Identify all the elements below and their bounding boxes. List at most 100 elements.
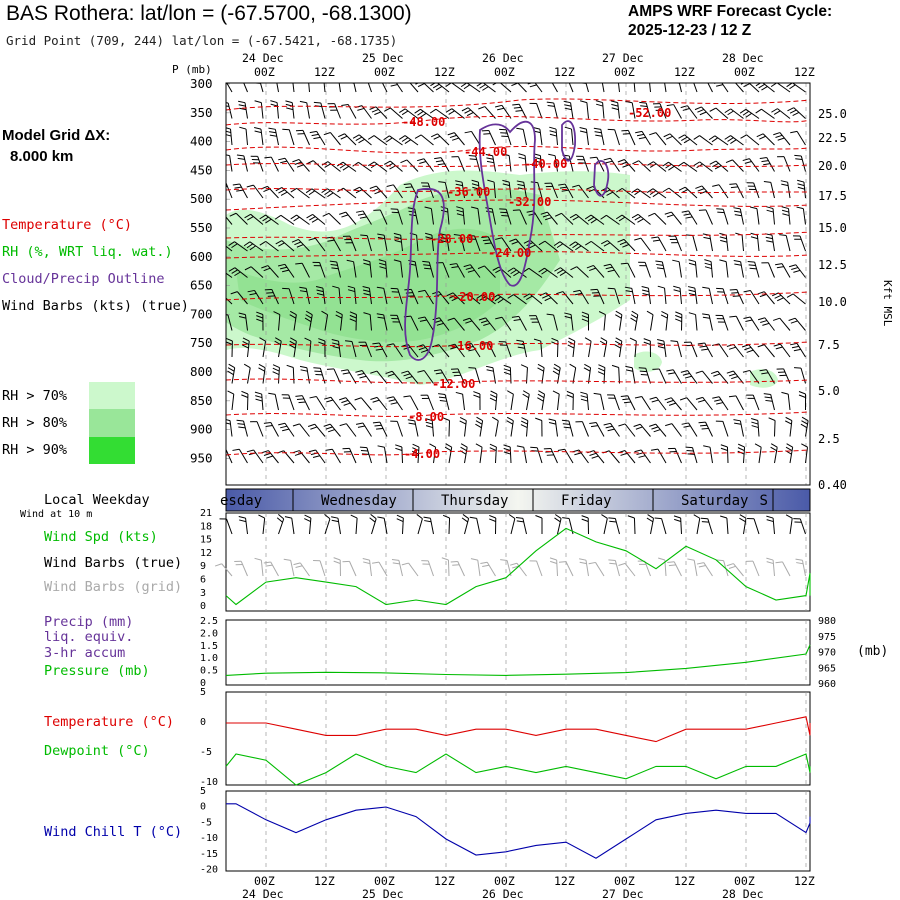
wind-barb-flag (548, 422, 557, 425)
surface-barb-true-flag (720, 515, 728, 519)
top-hour-label: 00Z (614, 65, 635, 79)
wind-barb-flag (557, 448, 565, 452)
wind-barb-flag (574, 292, 583, 296)
surface-barb-grid-flag (391, 558, 399, 561)
wind-barb-flag (325, 448, 333, 451)
wind-barb (709, 447, 713, 464)
wind-barb-flag (226, 102, 229, 104)
liq-legend: liq. equiv. (44, 629, 134, 645)
wind-barb-flag (374, 190, 382, 195)
wind-barb-flag (425, 421, 433, 425)
wind-barb (687, 370, 698, 384)
wind-barb-flag (434, 157, 442, 160)
wind-barb-flag (800, 423, 808, 429)
kft-tick-label: 22.5 (818, 131, 847, 145)
wind-barb-flag (404, 139, 412, 144)
wind-barb-flag (678, 186, 686, 191)
wind-barb-flag (341, 214, 349, 218)
wind-tick-label: 3 (200, 588, 206, 599)
wind-barb-flag (213, 241, 219, 245)
wind-barb-flag (683, 425, 691, 428)
wind-barb-flag (342, 372, 350, 375)
surface-barb-true-flag (673, 515, 681, 519)
wind-barb-flag (290, 214, 297, 220)
wind-barb-flag (794, 154, 802, 157)
wind-barb-flag (606, 191, 613, 196)
wind-barb-flag (553, 241, 561, 247)
wind-barb (464, 420, 467, 437)
wind-barb-flag (407, 419, 415, 422)
wind-barb-flag (294, 241, 302, 246)
top-date-label: 27 Dec (602, 51, 644, 65)
wind-barb (686, 397, 698, 411)
wind-barb (688, 422, 698, 437)
wind-barb-flag (282, 428, 290, 432)
wind-barb-flag (673, 285, 681, 289)
wind-barb-flag (759, 157, 767, 160)
wind-barb-flag (304, 337, 312, 342)
wind-barb-flag (465, 320, 473, 324)
wind-barb (730, 108, 744, 119)
wind-barb-flag (340, 369, 348, 372)
wind-barb-flag (323, 132, 331, 136)
wind-barb-flag (727, 137, 734, 142)
wind-barb (466, 83, 481, 93)
wind-barb-flag (652, 239, 660, 242)
wind-barb (281, 240, 295, 252)
top-hour-label: 00Z (374, 65, 395, 79)
wind-barb (679, 288, 682, 305)
wind-barb-flag (625, 365, 633, 369)
surface-barbs (214, 514, 806, 577)
surface-barb-grid (369, 560, 372, 577)
wind-barb-flag (704, 259, 712, 263)
wind-barb-flag (232, 448, 240, 451)
wind-barb (427, 182, 434, 199)
wind-barb (650, 314, 654, 331)
wind-barb (378, 342, 388, 358)
wind-barb (444, 182, 450, 199)
wind-barb (789, 447, 794, 464)
wind-barb-flag (757, 344, 765, 348)
surface-barb-true-flag (469, 516, 477, 519)
wind-barb (762, 133, 775, 146)
wind-barb-flag (702, 316, 710, 319)
wind-barb-flag (479, 84, 486, 89)
wind-barb-flag (471, 183, 479, 187)
wind-barb-flag (719, 259, 727, 263)
wind-barb (702, 370, 713, 384)
surface-barb-true-flag (627, 515, 635, 519)
wind-barb (717, 370, 729, 384)
wind-barb (288, 394, 295, 411)
wind-barb (684, 134, 698, 146)
wind-barb (644, 262, 651, 278)
surface-barb-grid (614, 560, 620, 577)
wind-barb-flag (699, 111, 707, 116)
surface-barb-true-flag (461, 517, 469, 523)
wind-barb-flag (370, 370, 378, 374)
wind-barb-flag (280, 266, 288, 270)
wind-barb (783, 156, 791, 172)
wind-barb-flag (485, 153, 493, 157)
bottom-hour-label: 12Z (554, 874, 575, 888)
wind-barb (559, 241, 574, 252)
wind-barb (345, 423, 357, 437)
surface-barb-true-flag (331, 516, 339, 519)
surface-barb-grid (477, 560, 481, 577)
wind-barb (721, 83, 729, 93)
wind-barb (453, 132, 465, 146)
p-tick-label: 850 (190, 393, 213, 408)
wind-barb-flag (417, 110, 424, 116)
wind-barb-flag (737, 447, 745, 452)
wind-barb-flag (272, 371, 280, 376)
surface-barb-true-flag (581, 518, 589, 522)
wind-barb-flag (534, 160, 542, 164)
wind-barb-flag (507, 267, 514, 273)
wind-barb-flag (549, 126, 557, 130)
wind-barb-flag (226, 105, 230, 107)
wind-barb-flag (633, 423, 641, 427)
wind-barb-flag (339, 163, 347, 169)
wind-barb-flag (302, 78, 309, 80)
surface-barb-grid (349, 561, 357, 577)
surface-barb-grid-flag (608, 559, 616, 562)
wind-barb-flag (274, 337, 282, 342)
